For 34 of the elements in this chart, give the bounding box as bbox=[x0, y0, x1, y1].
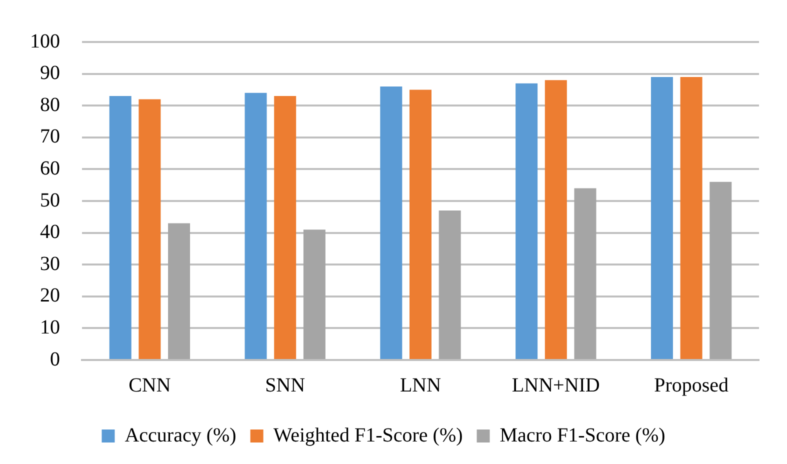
y-tick-label: 20 bbox=[40, 284, 60, 307]
bar bbox=[544, 80, 567, 359]
bar bbox=[710, 182, 732, 359]
y-tick-label: 70 bbox=[40, 126, 60, 148]
bar bbox=[244, 92, 267, 359]
bar bbox=[438, 210, 461, 359]
legend-label: Weighted F1-Score (%) bbox=[273, 424, 463, 446]
bar bbox=[680, 76, 702, 359]
y-tick-label: 50 bbox=[40, 189, 60, 212]
bar bbox=[138, 99, 161, 359]
y-tick-label: 100 bbox=[30, 30, 60, 52]
bar bbox=[274, 96, 296, 359]
bar bbox=[574, 188, 596, 359]
y-tick-label: 10 bbox=[40, 316, 60, 338]
y-tick-label: 40 bbox=[40, 221, 60, 244]
bar bbox=[303, 230, 326, 359]
legend-label: Accuracy (%) bbox=[124, 424, 236, 446]
x-tick-label: Proposed bbox=[654, 374, 729, 396]
bar bbox=[650, 76, 673, 359]
legend-label: Macro F1-Score (%) bbox=[500, 424, 666, 446]
x-tick-label: LNN+NID bbox=[512, 374, 600, 396]
y-tick-label: 90 bbox=[40, 62, 60, 84]
x-tick-label: LNN bbox=[400, 374, 442, 396]
bar bbox=[168, 223, 190, 359]
x-tick-label: CNN bbox=[128, 374, 171, 396]
y-tick-label: 60 bbox=[40, 157, 60, 180]
y-tick-label: 30 bbox=[40, 252, 60, 275]
bar bbox=[516, 83, 538, 359]
x-tick-label: SNN bbox=[265, 374, 306, 396]
bar bbox=[410, 90, 432, 359]
bar bbox=[380, 86, 402, 359]
y-tick-label: 0 bbox=[50, 348, 60, 370]
y-tick-label: 80 bbox=[40, 94, 60, 116]
bar bbox=[109, 96, 132, 359]
